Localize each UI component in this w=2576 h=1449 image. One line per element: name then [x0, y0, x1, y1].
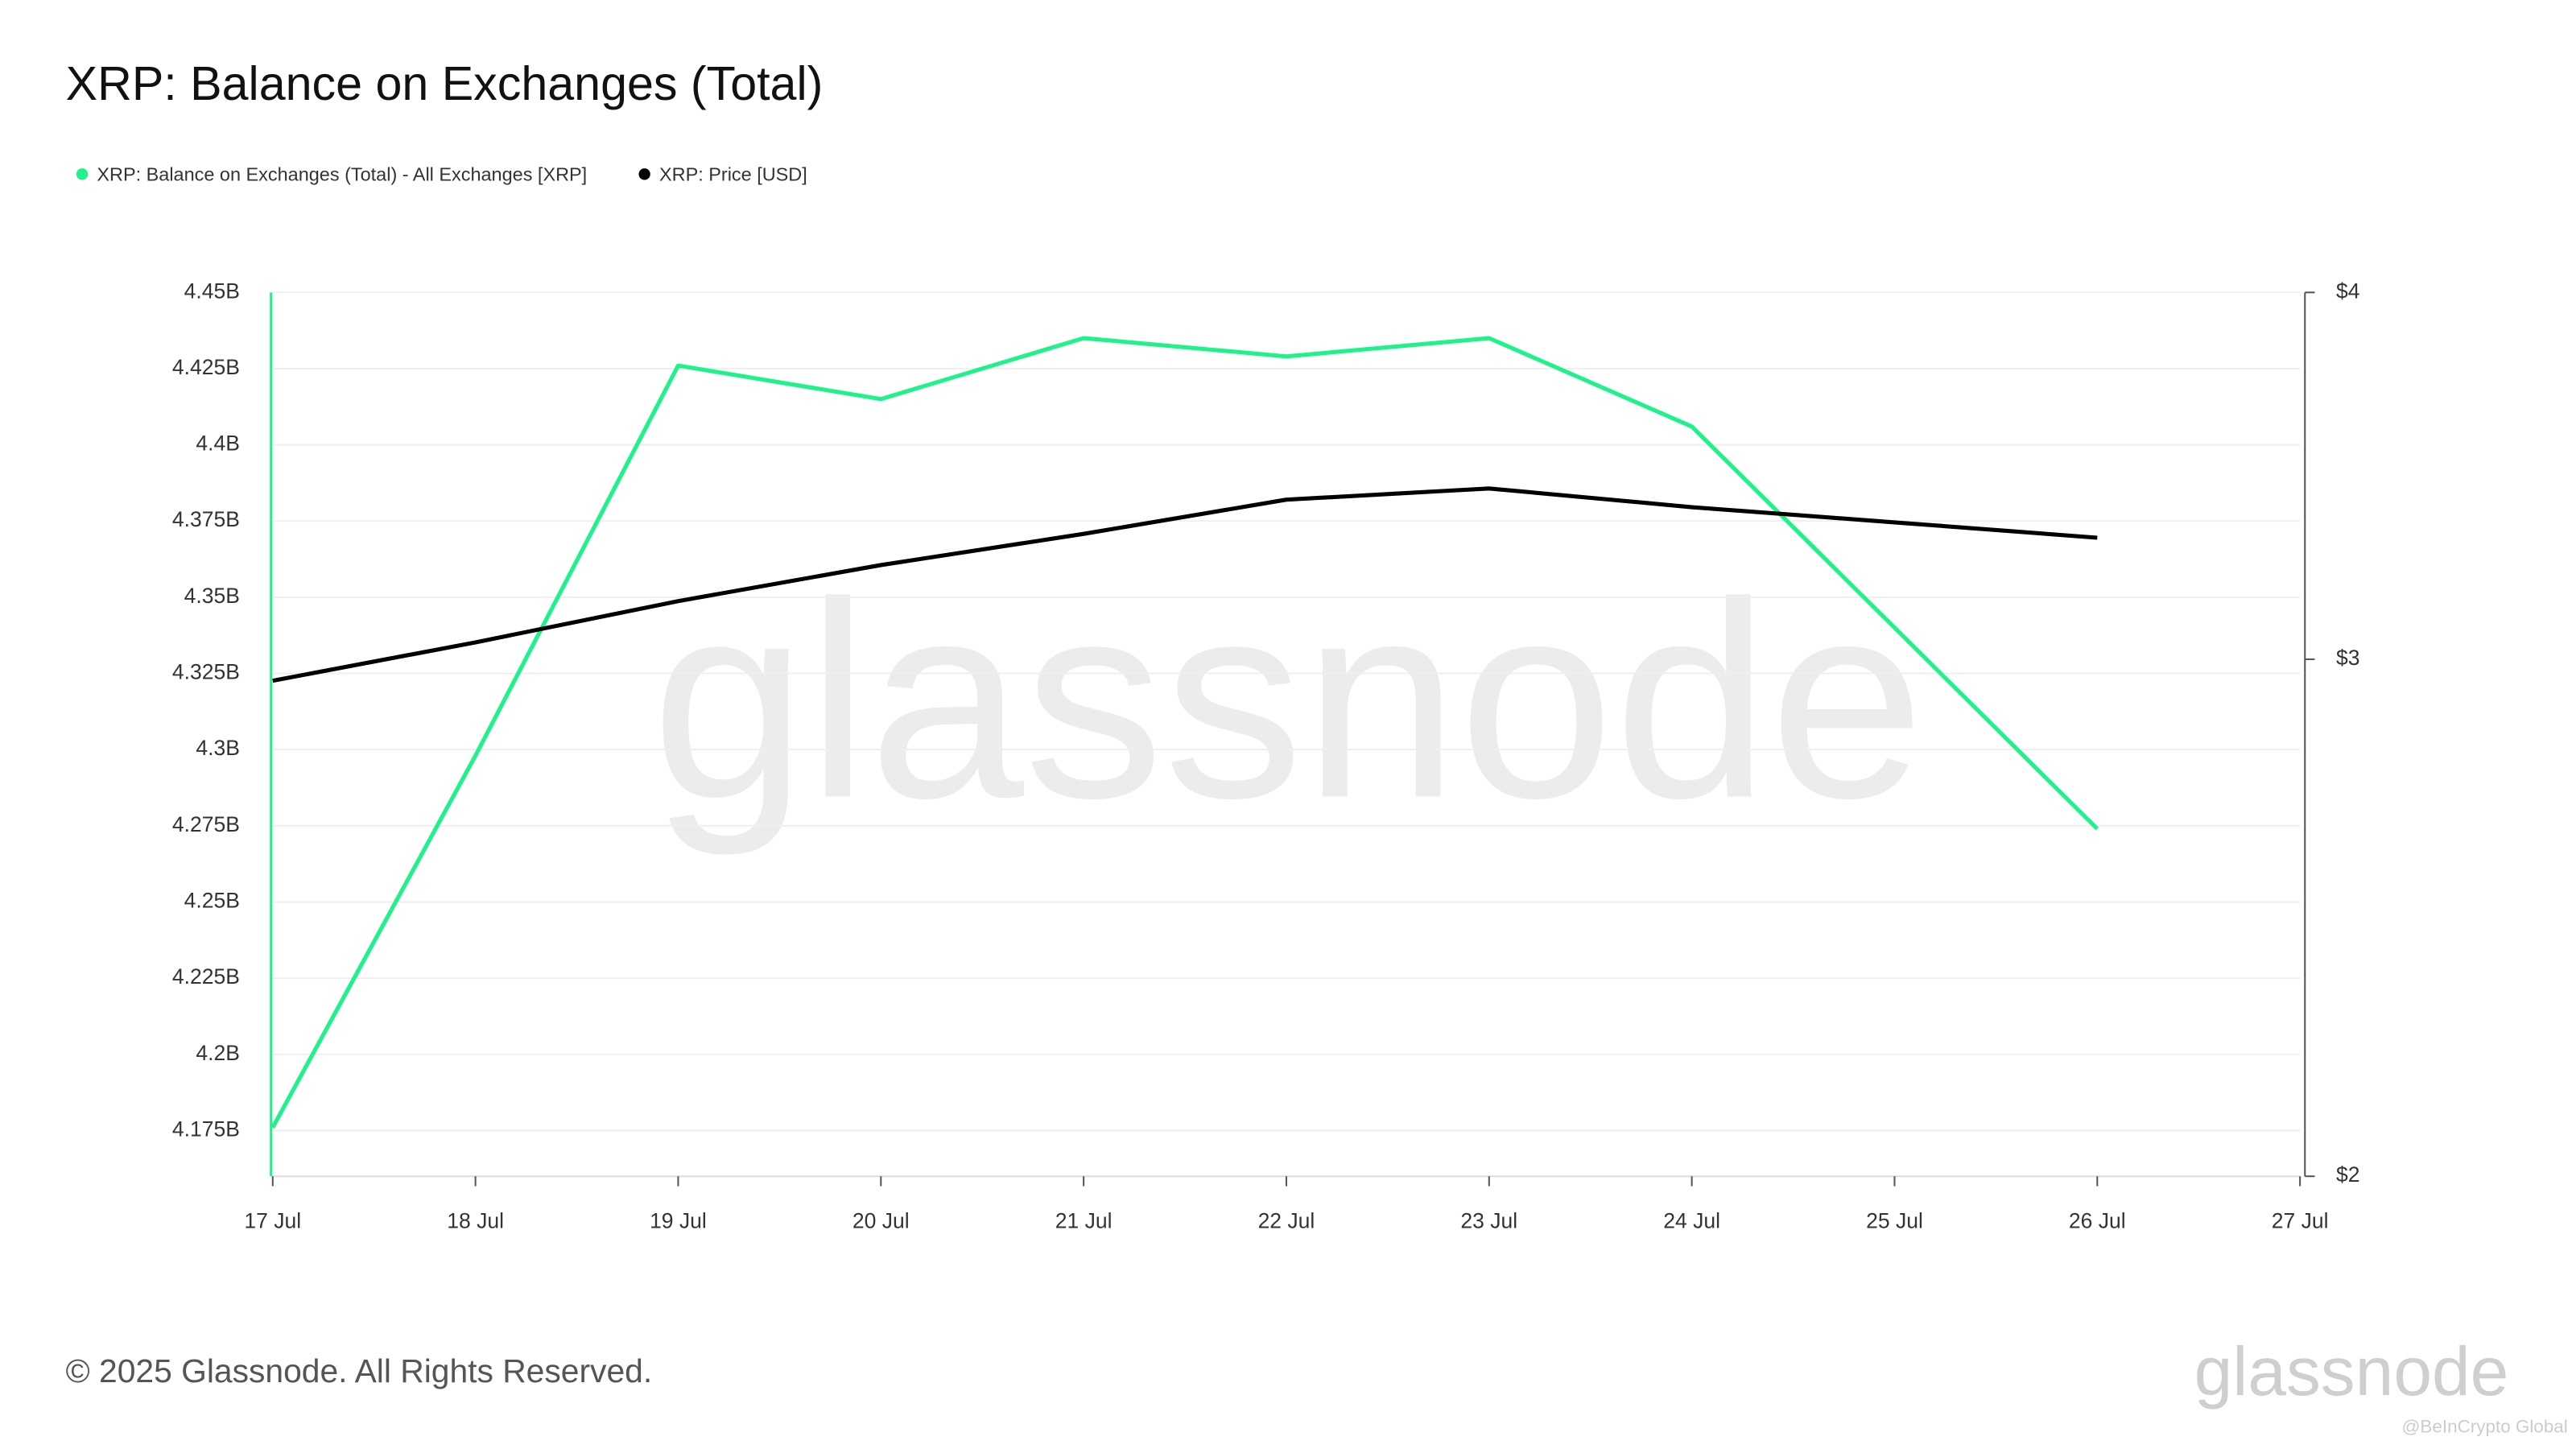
- x-tick-label: 25 Jul: [1866, 1208, 1923, 1232]
- credit: @BeInCrypto Global: [2402, 1416, 2568, 1436]
- y-tick-label: 4.425B: [172, 355, 240, 379]
- x-tick-label: 24 Jul: [1663, 1208, 1720, 1232]
- y-tick-label: 4.275B: [172, 812, 240, 836]
- footer: © 2025 Glassnode. All Rights Reserved.: [66, 1352, 653, 1389]
- x-tick-label: 20 Jul: [852, 1208, 910, 1232]
- logo: glassnode: [2194, 1333, 2509, 1410]
- y-tick-label: 4.35B: [184, 584, 240, 608]
- y-tick-label: 4.225B: [172, 964, 240, 989]
- y-tick-label: 4.4B: [196, 431, 240, 456]
- y-tick-label: 4.175B: [172, 1117, 240, 1141]
- legend-marker: [638, 168, 650, 180]
- y2-tick-label: $2: [2336, 1162, 2360, 1187]
- y-tick-label: 4.375B: [172, 507, 240, 531]
- y2-tick-label: $3: [2336, 646, 2360, 670]
- x-tick-label: 22 Jul: [1258, 1208, 1315, 1232]
- x-tick-label: 18 Jul: [447, 1208, 504, 1232]
- y-tick-label: 4.3B: [196, 736, 240, 760]
- series-line: [272, 486, 2098, 683]
- legend-marker: [76, 168, 89, 180]
- y-tick-label: 4.2B: [196, 1041, 240, 1065]
- watermark: glassnode: [651, 544, 1925, 858]
- legend-label: XRP: Balance on Exchanges (Total) - All …: [97, 164, 587, 185]
- x-tick-label: 26 Jul: [2069, 1208, 2126, 1232]
- y-tick-label: 4.45B: [184, 279, 240, 303]
- x-tick-label: 19 Jul: [650, 1208, 707, 1232]
- x-tick-label: 27 Jul: [2272, 1208, 2329, 1232]
- y-tick-label: 4.25B: [184, 888, 240, 912]
- y2-tick-label: $4: [2336, 279, 2360, 303]
- y-tick-label: 4.325B: [172, 660, 240, 684]
- legend-label: XRP: Price [USD]: [659, 164, 807, 185]
- x-tick-label: 21 Jul: [1055, 1208, 1113, 1232]
- x-tick-label: 17 Jul: [244, 1208, 301, 1232]
- series-line: [270, 336, 2099, 1129]
- x-tick-label: 23 Jul: [1460, 1208, 1517, 1232]
- chart-title: XRP: Balance on Exchanges (Total): [66, 56, 824, 110]
